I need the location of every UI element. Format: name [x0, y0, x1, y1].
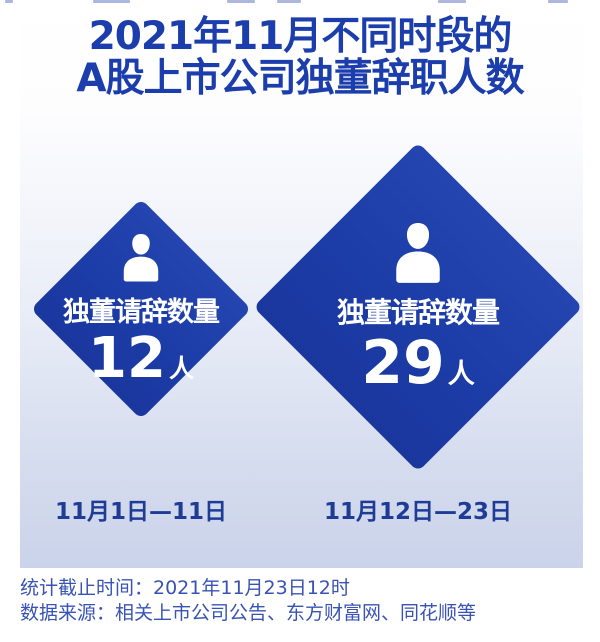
- top-crop-fragment: [548, 0, 568, 3]
- count-value: 29: [361, 328, 445, 398]
- person-icon: [123, 233, 159, 281]
- period-label-left: 11月1日—11日: [54, 499, 228, 525]
- count-line: 29 人: [361, 333, 475, 393]
- diamond-content: 独董请辞数量 29 人: [253, 142, 583, 472]
- person-icon: [396, 223, 440, 283]
- diamond-label: 独董请辞数量: [336, 296, 500, 329]
- diamond-content: 独董请辞数量 12 人: [31, 197, 251, 421]
- count-line: 12 人: [88, 325, 194, 391]
- diamond-card-nov1-11: 独董请辞数量 12 人: [30, 197, 252, 421]
- title-line-2: A股上市公司独董辞职人数: [76, 55, 524, 101]
- title-line-1: 2021年11月不同时段的: [88, 14, 513, 59]
- stats-cutoff-time: 统计截止时间：2021年11月23日12时: [20, 577, 350, 599]
- count-unit: 人: [447, 359, 475, 390]
- count-unit: 人: [168, 353, 194, 383]
- page-title: 2021年11月不同时段的 A股上市公司独董辞职人数: [0, 16, 600, 99]
- count-value: 12: [88, 325, 166, 391]
- footer: 统计截止时间：2021年11月23日12时 数据来源：相关上市公司公告、东方财富…: [20, 576, 580, 626]
- diamond-label: 独董请辞数量: [63, 296, 220, 328]
- top-crop-fragment: [5, 0, 13, 3]
- top-crop-fragment: [438, 0, 466, 3]
- data-source: 数据来源：相关上市公司公告、东方财富网、同花顺等: [20, 602, 477, 625]
- period-label-right: 11月12日—23日: [323, 499, 513, 525]
- top-crop-fragment: [227, 0, 255, 3]
- diamond-card-nov12-23: 独董请辞数量 29 人: [253, 142, 583, 472]
- top-crop-fragment: [93, 0, 130, 3]
- top-crop-fragment: [277, 0, 301, 3]
